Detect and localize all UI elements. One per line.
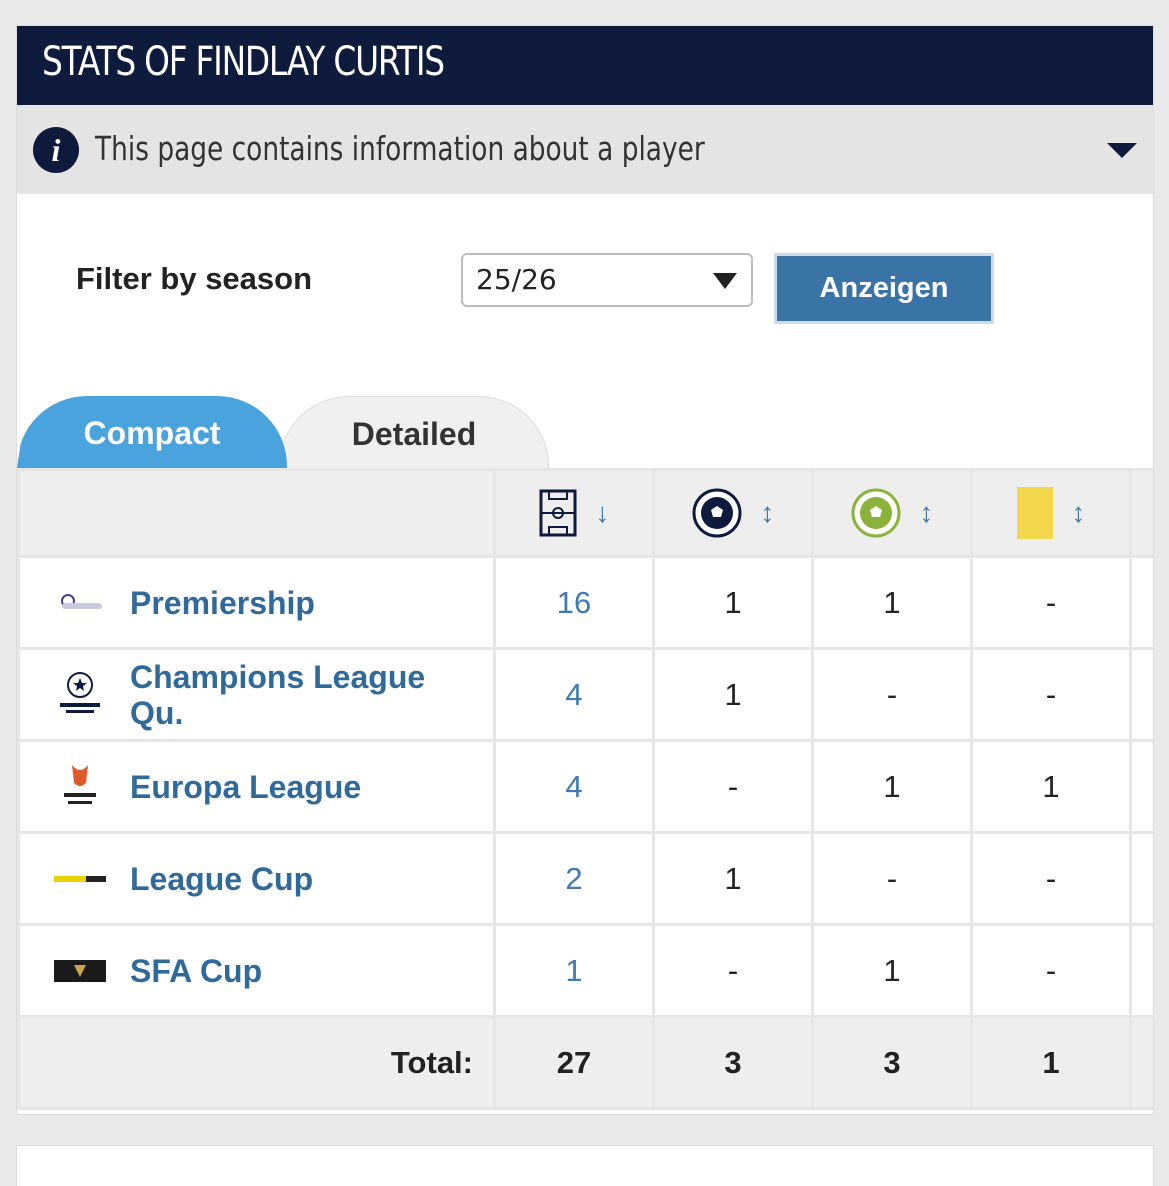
goals-cell: 1 bbox=[652, 555, 814, 650]
sort-both-icon[interactable]: ↕ bbox=[919, 497, 934, 528]
assists-cell: 1 bbox=[811, 739, 973, 834]
table-row: Champions League Qu. 4 1 - - bbox=[17, 647, 1153, 742]
total-label: Total: bbox=[17, 1015, 496, 1110]
appearances-cell[interactable]: 16 bbox=[493, 555, 655, 650]
overflow-cell bbox=[1129, 831, 1153, 926]
table-row: Europa League 4 - 1 1 bbox=[17, 739, 1153, 834]
sort-both-icon[interactable]: ↕ bbox=[760, 497, 775, 528]
tab-compact-label: Compact bbox=[83, 415, 221, 451]
champions-league-logo bbox=[60, 671, 100, 713]
assists-cell: 1 bbox=[811, 923, 973, 1018]
yellow-cards-cell: - bbox=[970, 923, 1132, 1018]
totals-row: Total: 27 3 3 1 bbox=[17, 1015, 1153, 1110]
goals-cell: - bbox=[652, 923, 814, 1018]
premiership-logo bbox=[61, 593, 102, 609]
yellow-cards-cell: - bbox=[970, 831, 1132, 926]
info-text: This page contains information about a p… bbox=[95, 129, 705, 168]
appearances-cell[interactable]: 2 bbox=[493, 831, 655, 926]
overflow-cell bbox=[1129, 647, 1153, 742]
overflow-cell bbox=[1129, 923, 1153, 1018]
player-stats-card: STATS OF FINDLAY CURTIS i This page cont… bbox=[17, 26, 1153, 1114]
header-goals[interactable]: ↕ bbox=[652, 468, 814, 558]
header-competition bbox=[17, 468, 496, 558]
goals-cell: - bbox=[652, 739, 814, 834]
pitch-appearances-icon bbox=[539, 489, 577, 537]
header-assists[interactable]: ↕ bbox=[811, 468, 973, 558]
next-card bbox=[17, 1146, 1153, 1186]
tab-detailed-label: Detailed bbox=[351, 416, 477, 452]
season-select[interactable]: 25/26 bbox=[461, 253, 753, 307]
total-assists: 3 bbox=[811, 1015, 973, 1110]
total-appearances: 27 bbox=[493, 1015, 655, 1110]
table-row: League Cup 2 1 - - bbox=[17, 831, 1153, 926]
yellow-card-icon bbox=[1016, 487, 1053, 539]
info-bar[interactable]: i This page contains information about a… bbox=[17, 105, 1153, 194]
competition-name[interactable]: Europa League bbox=[130, 768, 362, 805]
yellow-cards-cell: - bbox=[970, 647, 1132, 742]
competition-name[interactable]: League Cup bbox=[130, 860, 314, 897]
header-yellow-cards[interactable]: ↕ bbox=[970, 468, 1132, 558]
league-cup-logo bbox=[54, 875, 106, 882]
competition-cell: SFA Cup bbox=[17, 923, 496, 1018]
goals-cell: 1 bbox=[652, 831, 814, 926]
appearances-cell[interactable]: 4 bbox=[493, 739, 655, 834]
appearances-cell[interactable]: 1 bbox=[493, 923, 655, 1018]
table-row: SFA Cup 1 - 1 - bbox=[17, 923, 1153, 1018]
filter-label: Filter by season bbox=[76, 261, 313, 296]
overflow-cell bbox=[1129, 1015, 1153, 1110]
header-appearances[interactable]: ↓ bbox=[493, 468, 655, 558]
tab-compact[interactable]: Compact bbox=[17, 396, 287, 468]
sort-down-icon[interactable]: ↓ bbox=[595, 497, 610, 528]
sfa-cup-logo bbox=[54, 959, 106, 982]
competition-name[interactable]: Premiership bbox=[130, 584, 315, 621]
tab-detailed[interactable]: Detailed bbox=[279, 396, 549, 468]
competition-name[interactable]: Champions League Qu. bbox=[130, 658, 426, 731]
assists-cell: 1 bbox=[811, 555, 973, 650]
caret-down-icon[interactable] bbox=[1107, 143, 1137, 158]
competition-name[interactable]: SFA Cup bbox=[130, 952, 263, 989]
overflow-cell bbox=[1129, 555, 1153, 650]
assists-cell: - bbox=[811, 647, 973, 742]
show-button[interactable]: Anzeigen bbox=[774, 253, 994, 324]
header-overflow bbox=[1129, 468, 1153, 558]
europa-league-logo bbox=[64, 764, 96, 804]
goals-ball-icon bbox=[692, 488, 742, 538]
appearances-cell[interactable]: 4 bbox=[493, 647, 655, 742]
goals-cell: 1 bbox=[652, 647, 814, 742]
yellow-cards-cell: 1 bbox=[970, 739, 1132, 834]
stats-table: ↓ ↕ ↕ bbox=[17, 468, 1153, 1110]
season-select-value: 25/26 bbox=[476, 263, 557, 296]
select-arrow-icon bbox=[713, 273, 737, 289]
assists-ball-icon bbox=[851, 488, 901, 538]
assists-cell: - bbox=[811, 831, 973, 926]
page-title: STATS OF FINDLAY CURTIS bbox=[42, 39, 445, 85]
table-header-row: ↓ ↕ ↕ bbox=[17, 468, 1153, 558]
competition-cell: League Cup bbox=[17, 831, 496, 926]
total-yellow-cards: 1 bbox=[970, 1015, 1132, 1110]
overflow-cell bbox=[1129, 739, 1153, 834]
table-row: Premiership 16 1 1 - bbox=[17, 555, 1153, 650]
sort-both-icon[interactable]: ↕ bbox=[1071, 497, 1086, 528]
competition-cell: Champions League Qu. bbox=[17, 647, 496, 742]
yellow-cards-cell: - bbox=[970, 555, 1132, 650]
competition-cell: Europa League bbox=[17, 739, 496, 834]
info-icon: i bbox=[33, 127, 79, 173]
competition-cell: Premiership bbox=[17, 555, 496, 650]
title-bar: STATS OF FINDLAY CURTIS bbox=[17, 26, 1153, 105]
total-goals: 3 bbox=[652, 1015, 814, 1110]
